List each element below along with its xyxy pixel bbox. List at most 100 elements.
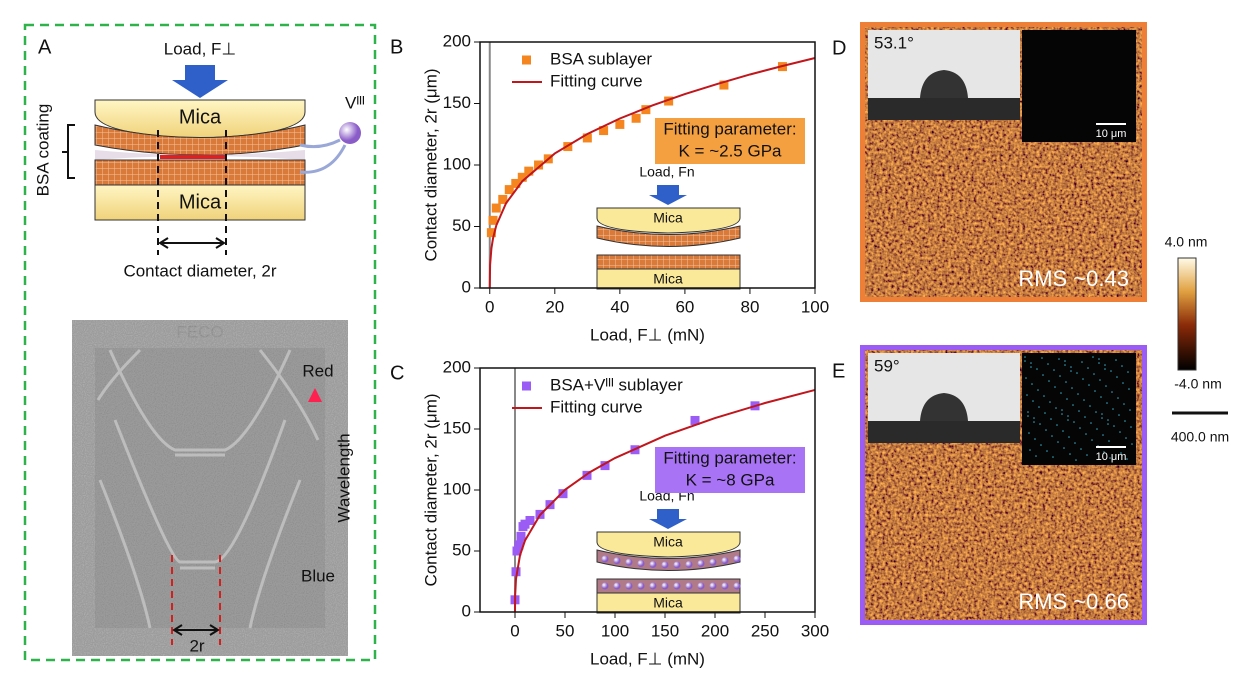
- inset-arrow: [649, 185, 687, 205]
- y-tick-label: 50: [452, 216, 471, 235]
- rms-label: RMS ~0.66: [1018, 589, 1129, 614]
- eds-dot: [1113, 425, 1115, 427]
- inset-mica: Mica: [653, 595, 683, 611]
- eds-dot: [1030, 366, 1032, 368]
- inset-ion: [637, 582, 645, 590]
- inset-layer: [596, 225, 741, 247]
- bracket: [62, 124, 75, 179]
- eds-dot: [1065, 381, 1067, 383]
- annotation-box: [655, 447, 805, 493]
- eds-dot: [1106, 402, 1108, 404]
- eds-dot: [1061, 413, 1063, 415]
- inset-ion: [625, 582, 633, 590]
- eds-dot: [1107, 423, 1109, 425]
- inset-ion: [709, 558, 717, 566]
- eds-dot: [1038, 406, 1040, 408]
- eds-dot: [1066, 398, 1068, 400]
- eds-dot: [1115, 359, 1117, 361]
- load-label: Load, F⊥: [164, 39, 236, 58]
- legend-swatch: [522, 55, 531, 65]
- marker: [664, 96, 674, 106]
- marker: [524, 166, 534, 176]
- eds-dot: [1044, 412, 1046, 414]
- marker: [511, 567, 521, 577]
- eds-dot: [1081, 361, 1083, 363]
- eds-dot: [1050, 418, 1052, 420]
- eds-dot: [1045, 429, 1047, 431]
- eds-dot: [1077, 393, 1079, 395]
- marker: [558, 489, 568, 499]
- eds-dot: [1054, 386, 1056, 388]
- mica-flat: [94, 184, 306, 221]
- inset-lens: [596, 207, 741, 234]
- inset-layer: [596, 549, 741, 571]
- marker: [631, 113, 641, 123]
- marker: [615, 119, 625, 129]
- eds-dot: [1036, 368, 1038, 370]
- eds-dot: [1101, 417, 1103, 419]
- afm-frame: [860, 345, 1147, 625]
- marker: [511, 178, 521, 188]
- eds-dot: [1033, 421, 1035, 423]
- eds-dot: [1098, 362, 1100, 364]
- marker: [512, 546, 522, 556]
- eds-dot: [1027, 415, 1029, 417]
- eds-dot: [1083, 399, 1085, 401]
- inset-ion: [601, 582, 609, 590]
- panel-label: B: [390, 36, 403, 58]
- inset-mica: Mica: [653, 534, 683, 550]
- eds-dot: [1032, 400, 1034, 402]
- inset-ion: [697, 582, 705, 590]
- fit-line: [488, 57, 816, 289]
- inset-ion: [661, 561, 669, 569]
- contact-label: Contact diameter, 2r: [123, 261, 276, 280]
- inset-ion: [721, 582, 729, 590]
- marker: [599, 126, 609, 136]
- eds-dot: [1108, 440, 1110, 442]
- inset-mica: Mica: [653, 271, 683, 287]
- ion: [339, 122, 361, 144]
- inset-ion: [721, 557, 729, 565]
- y-tick-label: 200: [443, 31, 471, 50]
- inset-arrow: [649, 509, 687, 529]
- inset-ion: [709, 582, 717, 590]
- panel-label: D: [832, 37, 846, 59]
- eds-dot: [1070, 370, 1072, 372]
- inset-ion: [697, 560, 705, 568]
- panel-label: A: [38, 36, 52, 58]
- eds-dot: [1079, 427, 1081, 429]
- y-tick-label: 0: [462, 601, 471, 620]
- marker: [641, 105, 651, 115]
- eds-dot: [1042, 374, 1044, 376]
- substrate: [868, 421, 1020, 443]
- eds-dot: [1088, 384, 1090, 386]
- eds-dot: [1067, 419, 1069, 421]
- eds-dot: [1116, 376, 1118, 378]
- inset-ion: [649, 582, 657, 590]
- eds-dot: [1104, 368, 1106, 370]
- eds-dot: [1123, 403, 1125, 405]
- eds-dot: [1117, 397, 1119, 399]
- eds-dot: [1103, 451, 1105, 453]
- marker: [498, 194, 508, 204]
- dash: [157, 130, 227, 255]
- eds-dot: [1056, 424, 1058, 426]
- inset-ion: [673, 561, 681, 569]
- marker: [520, 519, 530, 529]
- eds-dot: [1120, 452, 1122, 454]
- eds-dot: [1101, 413, 1103, 415]
- eds-dot: [1096, 428, 1098, 430]
- eds-dot: [1069, 453, 1071, 455]
- eds-dot: [1027, 411, 1029, 413]
- eds-dot: [1074, 442, 1076, 444]
- eds-dot: [1063, 447, 1065, 449]
- inset: Load, Fn Mica Mica: [596, 164, 741, 290]
- eds-dot: [1055, 407, 1057, 409]
- colorbar-max: 4.0 nm: [1165, 234, 1208, 250]
- eds-dot: [1111, 391, 1113, 393]
- eds-dot: [1090, 422, 1092, 424]
- eds-dot: [1024, 360, 1026, 362]
- eds-scale-label: 10 μm: [1096, 451, 1127, 463]
- x-tick-label: 40: [610, 297, 629, 316]
